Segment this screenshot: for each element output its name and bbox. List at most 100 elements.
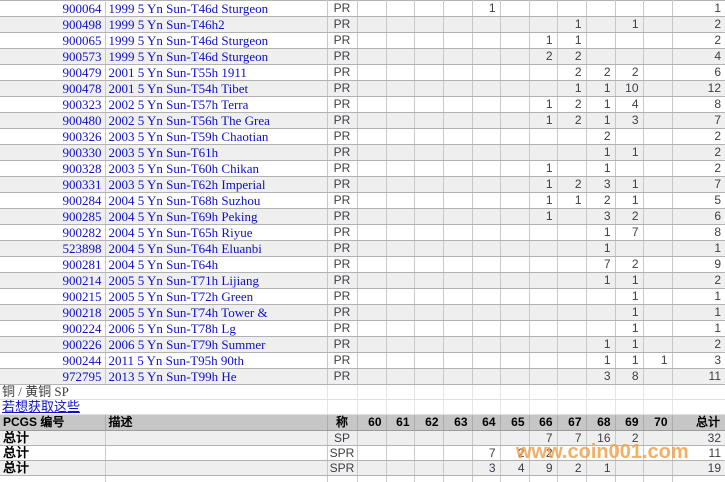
grade-cell-60 [357,160,387,177]
description-link[interactable]: 2001 5 Yn Sun-T55h 1911 [105,64,328,81]
description-cell [105,430,328,446]
pcgs-number-link[interactable]: 900214 [0,272,106,289]
description-link[interactable]: 2011 5 Yn Sun-T95h 90th [105,352,328,369]
grade-cell-66: 9 [529,460,558,476]
grade-cell-69 [615,160,644,177]
pcgs-number-link[interactable]: 900479 [0,64,106,81]
pcgs-number-link[interactable]: 900281 [0,256,106,273]
pcgs-number-link[interactable]: 900331 [0,176,106,193]
description-link[interactable]: 2004 5 Yn Sun-T68h Suzhou [105,192,328,209]
grade-cell-60 [357,144,387,161]
grade-cell-64 [472,430,501,446]
pcgs-number-link[interactable]: 900065 [0,32,106,49]
description-link[interactable]: 2004 5 Yn Sun-T69h Peking [105,208,328,225]
grade-cell-70 [643,32,673,49]
pcgs-number-link[interactable]: 900215 [0,288,106,305]
header-designation: 称 [327,414,358,431]
description-link[interactable]: 2005 5 Yn Sun-T74h Tower & [105,304,328,321]
obtain-these-link[interactable]: 若想获取这些 [2,399,81,414]
grade-cell-63 [443,96,473,113]
empty-cell [643,399,673,415]
table-row: 900285 2004 5 Yn Sun-T69h Peking PR 1 3 2 6 [0,208,725,225]
empty-cell [472,384,501,400]
description-link[interactable]: 2001 5 Yn Sun-T54h Tibet [105,80,328,97]
empty-cell [586,384,616,400]
designation-cell: PR [327,144,358,161]
description-link[interactable]: 1999 5 Yn Sun-T46d Sturgeon [105,32,328,49]
pcgs-number-link[interactable]: 900478 [0,80,106,97]
grade-cell-63 [443,304,473,321]
grade-cell-67 [557,272,587,289]
description-link[interactable]: 2003 5 Yn Sun-T61h [105,144,328,161]
total-cell: 3 [672,352,725,369]
table-row: 900328 2003 5 Yn Sun-T60h Chikan PR 1 1 2 [0,160,725,177]
grade-cell-68: 1 [586,80,616,97]
grade-cell-64 [472,80,501,97]
pcgs-number-link[interactable]: 900282 [0,224,106,241]
total-cell: 2 [672,128,725,145]
description-link[interactable]: 2002 5 Yn Sun-T56h The Grea [105,112,328,129]
description-link[interactable]: 1999 5 Yn Sun-T46d Sturgeon [105,48,328,65]
pcgs-number-link[interactable]: 900224 [0,320,106,337]
grade-cell-67: 1 [557,192,587,209]
grade-cell-68: 2 [586,128,616,145]
description-link[interactable]: 2004 5 Yn Sun-T64h [105,256,328,273]
grade-cell-65 [500,208,530,225]
description-link[interactable]: 2006 5 Yn Sun-T79h Summer [105,336,328,353]
pcgs-number-link[interactable]: 900328 [0,160,106,177]
grade-cell-65 [500,320,530,337]
description-link[interactable]: 2003 5 Yn Sun-T60h Chikan [105,160,328,177]
pcgs-number-link[interactable]: 900573 [0,48,106,65]
pcgs-number-link[interactable]: 900218 [0,304,106,321]
pcgs-number-link[interactable]: 900330 [0,144,106,161]
pcgs-number-link[interactable]: 900480 [0,112,106,129]
grade-cell-65 [500,304,530,321]
pcgs-number-link[interactable]: 900326 [0,128,106,145]
grade-cell-64: 1 [472,0,501,17]
description-link[interactable]: 2002 5 Yn Sun-T57h Terra [105,96,328,113]
grade-cell-63 [443,368,473,385]
table-row: 900064 1999 5 Yn Sun-T46d Sturgeon PR 1 1 [0,0,725,17]
description-link[interactable]: 2003 5 Yn Sun-T59h Chaotian [105,128,328,145]
pcgs-number-link[interactable]: 900226 [0,336,106,353]
description-link[interactable]: 2004 5 Yn Sun-T65h Riyue [105,224,328,241]
pcgs-number-link[interactable]: 900064 [0,0,106,17]
description-link[interactable]: 2004 5 Yn Sun-T64h Eluanbi [105,240,328,257]
pcgs-number-link[interactable]: 900284 [0,192,106,209]
description-link[interactable]: 2005 5 Yn Sun-T72h Green [105,288,328,305]
designation-cell: PR [327,256,358,273]
grade-cell-70 [643,48,673,65]
grade-cell-61 [386,460,415,476]
grade-cell-61 [386,96,415,113]
total-cell: 1 [672,288,725,305]
pcgs-number-link[interactable]: 900323 [0,96,106,113]
description-link[interactable]: 2003 5 Yn Sun-T62h Imperial [105,176,328,193]
description-link[interactable]: 2005 5 Yn Sun-T71h Lijiang [105,272,328,289]
grade-cell-65 [500,80,530,97]
empty-cell [327,399,358,415]
header-grade-66: 66 [529,414,558,431]
total-cell: 11 [672,368,725,385]
description-link[interactable]: 2006 5 Yn Sun-T78h Lg [105,320,328,337]
pcgs-number-link[interactable]: 972795 [0,368,106,385]
grade-cell-70 [643,64,673,81]
grade-cell-70 [643,288,673,305]
pcgs-number-link[interactable]: 900244 [0,352,106,369]
pcgs-number-link[interactable]: 900498 [0,16,106,33]
grade-cell-68: 16 [586,430,616,446]
pcgs-number-link[interactable]: 900285 [0,208,106,225]
description-link[interactable]: 1999 5 Yn Sun-T46d Sturgeon [105,0,328,17]
grade-cell-68: 1 [586,336,616,353]
description-link[interactable]: 1999 5 Yn Sun-T46h2 [105,16,328,33]
pcgs-number-link[interactable]: 523898 [0,240,106,257]
description-link[interactable]: 2013 5 Yn Sun-T99h He [105,368,328,385]
empty-cell [357,399,387,415]
grade-cell-68 [586,48,616,65]
table-row: 900330 2003 5 Yn Sun-T61h PR 1 1 2 [0,144,725,161]
grade-cell-60 [357,0,387,17]
total-cell: 4 [672,48,725,65]
empty-cell [386,384,415,400]
grade-cell-70 [643,176,673,193]
empty-cell [357,384,387,400]
header-description: 描述 [105,414,328,431]
